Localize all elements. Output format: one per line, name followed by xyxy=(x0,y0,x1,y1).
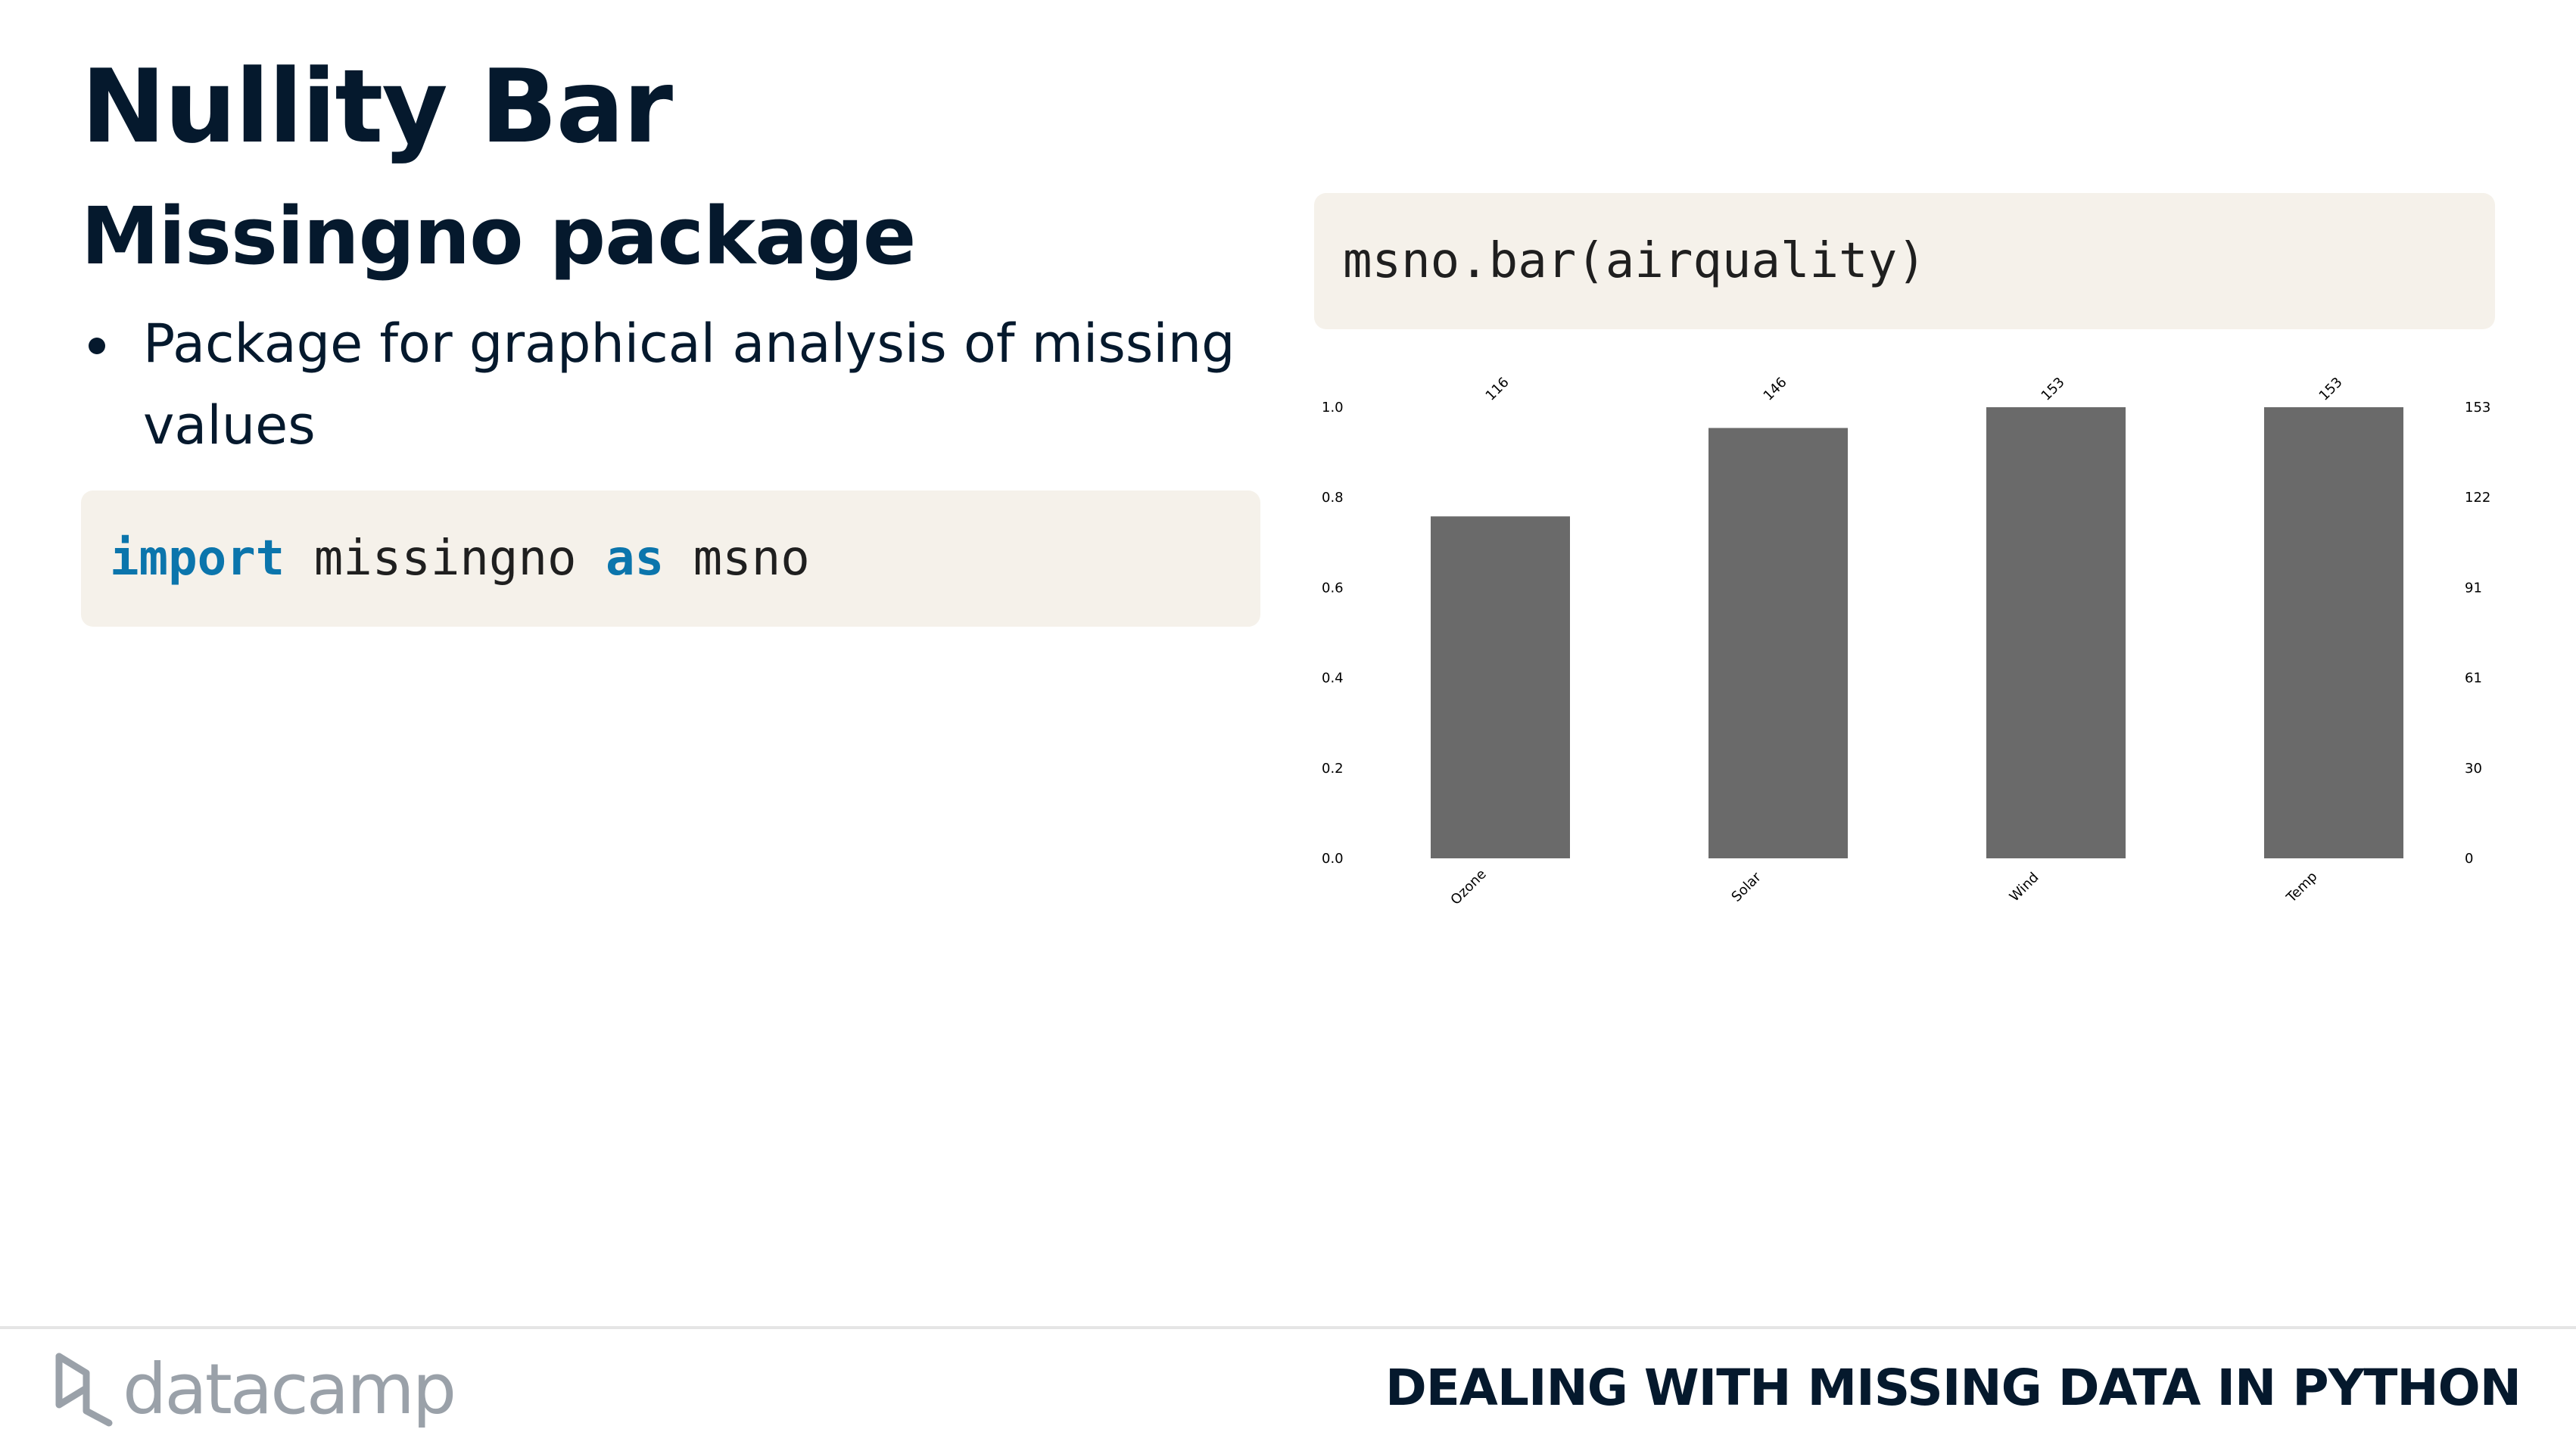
x-tick-label: Wind xyxy=(2007,870,2042,905)
footer-divider xyxy=(0,1326,2576,1329)
import-code-block: import missingno as msno xyxy=(81,490,1260,627)
y-tick-label-left: 0.0 xyxy=(1322,851,1344,867)
bar xyxy=(1709,428,1848,858)
bar xyxy=(2264,407,2403,858)
bar-count-label: 153 xyxy=(2316,375,2346,404)
code-module-name: missingno xyxy=(285,531,606,587)
bar xyxy=(1986,407,2126,858)
code-alias: msno xyxy=(664,531,810,587)
code-call-text: msno.bar(airquality) xyxy=(1343,233,1927,289)
slide-title: Nullity Bar xyxy=(81,48,673,166)
bar-count-label: 153 xyxy=(2039,375,2068,404)
y-tick-label-left: 0.4 xyxy=(1322,671,1344,687)
course-title: DEALING WITH MISSING DATA IN PYTHON xyxy=(1385,1359,2521,1417)
datacamp-logo: datacamp xyxy=(53,1349,456,1430)
y-tick-label-right: 30 xyxy=(2465,761,2482,777)
y-tick-label-right: 61 xyxy=(2465,671,2482,687)
datacamp-logo-icon xyxy=(55,1353,113,1426)
bullet-item: Package for graphical analysis of missin… xyxy=(81,303,1262,466)
x-tick-label: Temp xyxy=(2283,869,2320,906)
y-tick-label-right: 0 xyxy=(2465,851,2473,867)
y-tick-label-right: 122 xyxy=(2465,490,2490,506)
nullity-bar-chart: 0.0 0.2 0.4 0.6 0.8 1.0 0 30 61 91 122 153 Ozone 116 S… xyxy=(1322,375,2490,908)
slide-subtitle: Missingno package xyxy=(81,190,916,282)
bullet-text: Package for graphical analysis of missin… xyxy=(143,313,1235,456)
bar-count-label: 116 xyxy=(1483,375,1512,404)
bar xyxy=(1431,516,1570,858)
bullet-dot-icon xyxy=(89,338,105,354)
y-tick-label-left: 1.0 xyxy=(1322,400,1344,416)
datacamp-logo-text: datacamp xyxy=(123,1349,456,1430)
y-tick-label-right: 153 xyxy=(2465,400,2490,416)
code-keyword-import: import xyxy=(110,531,285,587)
x-tick-label: Solar xyxy=(1728,869,1765,905)
y-tick-label-left: 0.6 xyxy=(1322,580,1344,596)
y-tick-label-left: 0.8 xyxy=(1322,490,1344,506)
bar-count-label: 146 xyxy=(1761,375,1790,404)
y-tick-label-left: 0.2 xyxy=(1322,761,1344,777)
code-keyword-as: as xyxy=(606,531,665,587)
bullet-list: Package for graphical analysis of missin… xyxy=(81,303,1262,466)
bar-call-code-block: msno.bar(airquality) xyxy=(1314,193,2495,329)
x-tick-label: Ozone xyxy=(1447,866,1489,908)
y-tick-label-right: 91 xyxy=(2465,580,2482,596)
